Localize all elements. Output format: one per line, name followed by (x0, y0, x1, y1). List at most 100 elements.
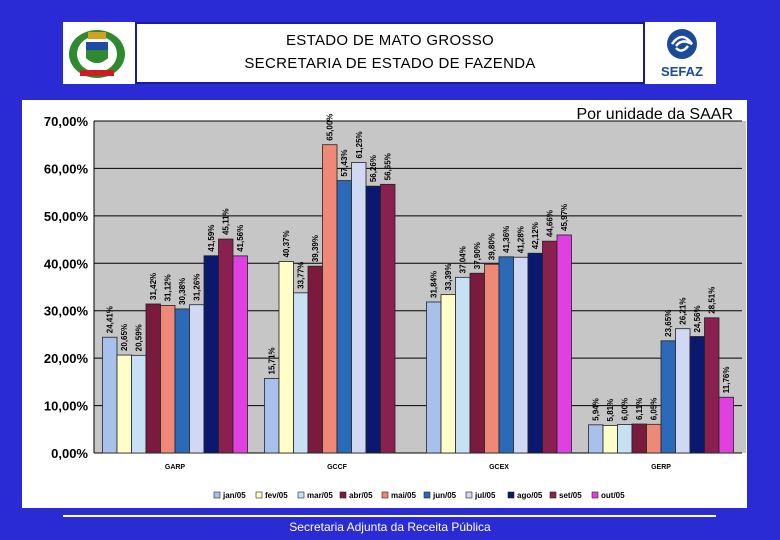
bar (602, 425, 618, 454)
bar (631, 423, 647, 454)
bar (189, 304, 205, 454)
bar (689, 336, 705, 454)
bar (617, 424, 633, 454)
data-label: 45,11% (222, 208, 231, 235)
header-title-box: ESTADO DE MATO GROSSO SECRETARIA DE ESTA… (135, 22, 645, 84)
legend-label: abr/05 (349, 491, 373, 500)
data-label: 31,12% (164, 274, 173, 301)
legend-label: set/05 (559, 491, 582, 500)
legend-swatch (423, 491, 431, 499)
bar (116, 354, 132, 454)
data-label: 31,84% (430, 271, 439, 298)
data-label: 37,04% (459, 246, 468, 273)
bar (160, 305, 176, 454)
legend-swatch (507, 491, 515, 499)
bar (380, 183, 396, 454)
bar (102, 336, 118, 454)
y-tick-label: 70,00% (44, 114, 89, 129)
data-label: 31,42% (149, 273, 158, 300)
y-tick-label: 20,00% (44, 351, 89, 366)
data-label: 30,38% (178, 278, 187, 305)
y-tick-label: 30,00% (44, 304, 89, 319)
bar (542, 240, 558, 454)
data-label: 56,26% (369, 155, 378, 182)
legend-swatch (297, 491, 305, 499)
bar (498, 256, 514, 454)
data-label: 28,51% (708, 287, 717, 314)
data-label: 6,05% (650, 398, 659, 421)
legend-swatch (255, 491, 263, 499)
x-tick-label: GERP (651, 464, 671, 471)
data-label: 41,36% (502, 226, 511, 253)
data-label: 24,56% (693, 305, 702, 332)
footer-text: Secretaria Adjunta da Receita Pública (289, 520, 491, 534)
data-label: 5,94% (592, 398, 601, 421)
bar (351, 162, 367, 454)
legend-label: mai/05 (391, 491, 416, 500)
legend-label: jul/05 (474, 491, 496, 500)
legend-label: jun/05 (432, 491, 457, 500)
bar (145, 303, 161, 454)
legend-label: out/05 (601, 491, 625, 500)
y-tick-label: 50,00% (44, 209, 89, 224)
x-tick-label: GCCF (327, 464, 348, 471)
data-label: 45,97% (560, 204, 569, 231)
footer-divider (63, 515, 716, 517)
data-label: 65,00% (326, 114, 335, 141)
bar (232, 255, 248, 454)
data-label: 31,26% (193, 274, 202, 301)
data-label: 42,12% (531, 222, 540, 249)
data-label: 40,37% (282, 230, 291, 257)
bar (336, 180, 352, 454)
legend-swatch (591, 491, 599, 499)
bar (203, 255, 219, 454)
bar (660, 340, 676, 454)
bar (646, 423, 662, 454)
data-label: 41,59% (207, 225, 216, 252)
y-tick-label: 0,00% (51, 446, 88, 461)
bar (556, 234, 572, 454)
sefaz-logo-icon: SEFAZ (661, 29, 703, 79)
x-tick-label: GARP (165, 464, 186, 471)
sefaz-logo-text: SEFAZ (661, 64, 703, 79)
data-label: 56,65% (384, 153, 393, 180)
data-label: 44,66% (546, 210, 555, 237)
bar (307, 265, 323, 454)
bar (484, 263, 500, 454)
data-label: 57,43% (340, 149, 349, 176)
legend-swatch (465, 491, 473, 499)
data-label: 5,81% (606, 399, 615, 422)
legend-swatch (381, 491, 389, 499)
data-label: 33,77% (297, 262, 306, 289)
bar-chart: Por unidade da SAAR 24,41% 20,65% 20,59% 31… (44, 106, 746, 500)
y-tick-label: 10,00% (44, 399, 89, 414)
x-tick-label: GCEX (489, 464, 509, 471)
bar (588, 424, 604, 454)
bar (469, 272, 485, 454)
data-label: 23,65% (664, 310, 673, 337)
legend-swatch (339, 491, 347, 499)
header-line1: ESTADO DE MATO GROSSO (286, 32, 494, 49)
data-label: 11,76% (722, 367, 731, 394)
legend-swatch (213, 491, 221, 499)
data-label: 6,00% (621, 398, 630, 421)
bar (322, 144, 338, 454)
y-tick-label: 40,00% (44, 256, 89, 271)
legend-label: jan/05 (222, 491, 246, 500)
data-label: 6,11% (635, 398, 644, 420)
bar (293, 292, 309, 454)
data-label: 24,41% (106, 306, 115, 333)
bar (278, 261, 294, 454)
data-label: 41,56% (236, 225, 245, 252)
data-label: 15,71% (268, 347, 277, 374)
bar (174, 308, 190, 454)
y-tick-label: 60,00% (44, 161, 89, 176)
bar (704, 317, 720, 454)
bar (513, 256, 529, 454)
data-label: 41,28% (517, 226, 526, 253)
legend-label: fev/05 (265, 491, 288, 500)
data-label: 20,65% (120, 324, 129, 351)
data-label: 39,39% (311, 235, 320, 262)
chart-title: Por unidade da SAAR (576, 106, 733, 123)
bar (455, 276, 471, 454)
